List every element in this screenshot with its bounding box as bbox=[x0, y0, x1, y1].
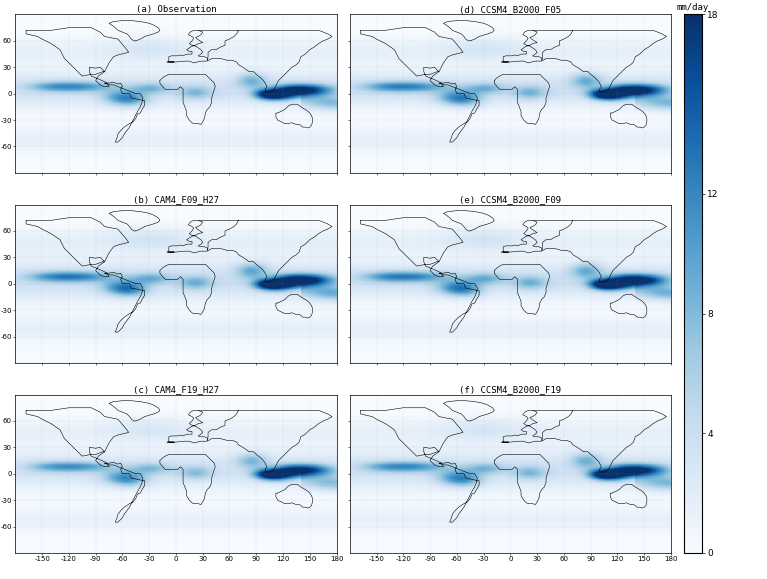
Title: (f) CCSM4_B2000_F19: (f) CCSM4_B2000_F19 bbox=[459, 385, 561, 394]
Title: (e) CCSM4_B2000_F09: (e) CCSM4_B2000_F09 bbox=[459, 195, 561, 204]
Title: (a) Observation: (a) Observation bbox=[136, 5, 216, 14]
Title: mm/day: mm/day bbox=[676, 3, 709, 12]
Title: (b) CAM4_F09_H27: (b) CAM4_F09_H27 bbox=[133, 195, 219, 204]
Title: (c) CAM4_F19_H27: (c) CAM4_F19_H27 bbox=[133, 385, 219, 394]
Title: (d) CCSM4_B2000_F05: (d) CCSM4_B2000_F05 bbox=[459, 5, 561, 14]
